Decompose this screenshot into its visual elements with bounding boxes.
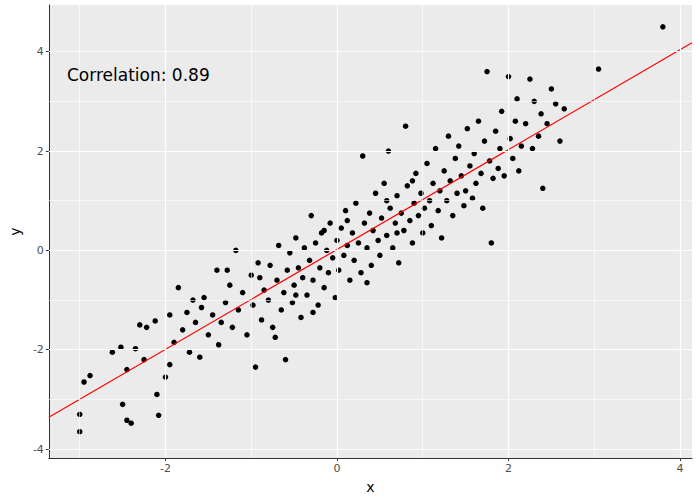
svg-text:-4: -4 (33, 443, 44, 456)
svg-text:0: 0 (37, 244, 44, 257)
svg-text:-2: -2 (33, 343, 44, 356)
svg-text:Correlation: 0.89: Correlation: 0.89 (67, 65, 210, 85)
svg-text:4: 4 (676, 462, 683, 475)
svg-text:2: 2 (505, 462, 512, 475)
svg-text:2: 2 (37, 145, 44, 158)
svg-text:0: 0 (333, 462, 340, 475)
svg-text:-2: -2 (160, 462, 171, 475)
svg-text:y: y (7, 227, 23, 235)
svg-text:4: 4 (37, 45, 44, 58)
svg-text:x: x (366, 479, 374, 495)
